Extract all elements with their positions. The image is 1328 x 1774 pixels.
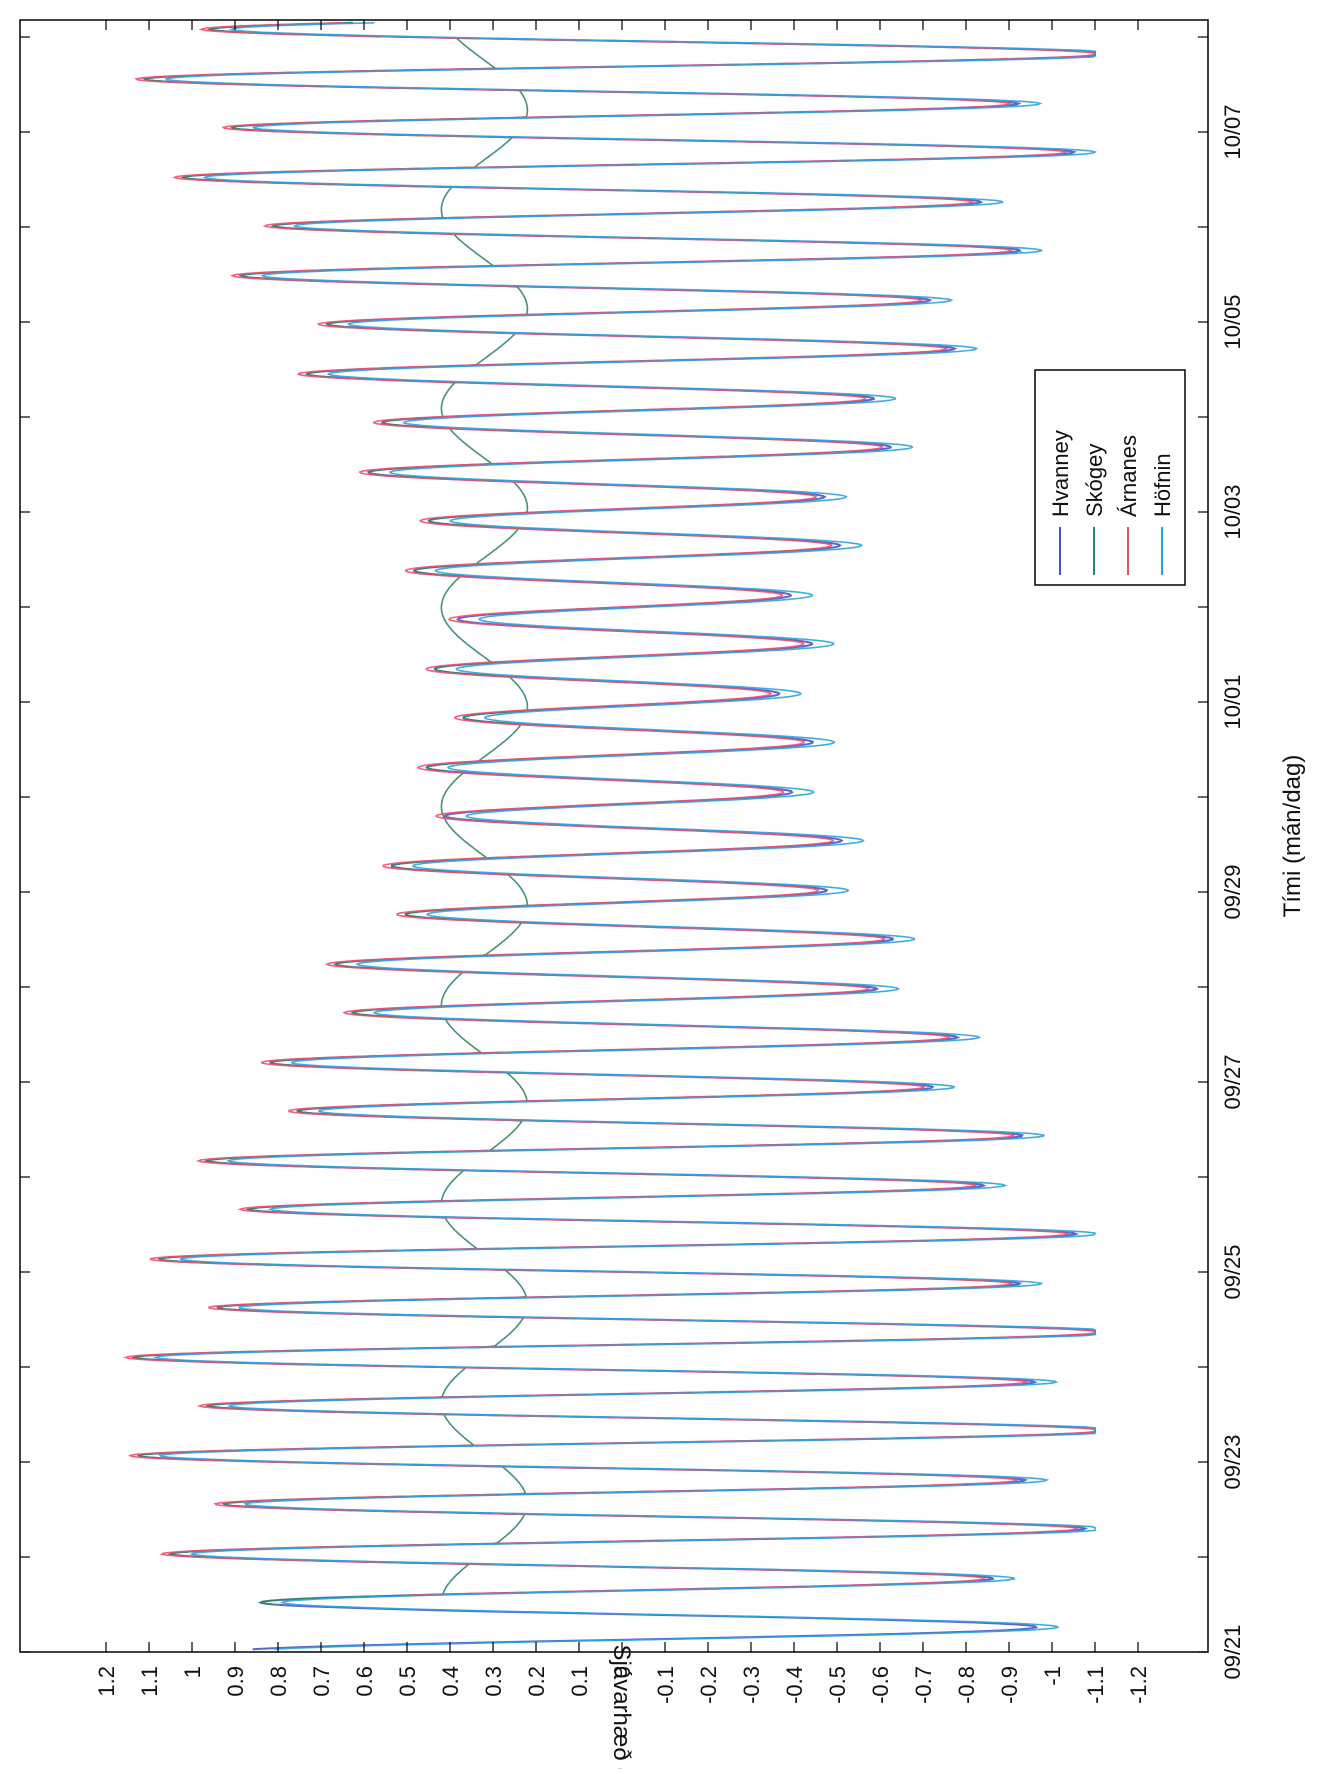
x-tick-label: 09/21 [1220,1624,1245,1679]
x-tick-label: 10/01 [1220,674,1245,729]
y-tick-label: 0.3 [481,1666,506,1697]
y-tick-label: 0.5 [395,1666,420,1697]
legend-label: Árnanes [1116,435,1141,517]
x-tick-label: 10/07 [1220,104,1245,159]
legend-label: Höfnin [1150,453,1175,517]
legend-label: Hvanney [1048,430,1073,517]
y-axis-ticks: 1.2 1.1 1 0.9 0.8 0.7 0.6 0.5 0.4 0.3 0.2 0.1 0 -0.1-… [94,20,1151,1704]
series-line-hvanney [130,21,1096,1651]
x-axis-ticks: 09/21 09/23 09/25 09/27 09/29 10/01 10/03 10/05… [20,36,1245,1680]
y-tick-label: -0.2 [696,1666,721,1704]
y-tick-label: 0.6 [352,1666,377,1697]
y-tick-label: 1 [180,1666,205,1678]
plot-frame [19,19,1209,1653]
y-tick-label: -1.2 [1126,1666,1151,1704]
y-tick-label: -0.4 [782,1666,807,1704]
y-tick-label: -0.3 [739,1666,764,1704]
y-tick-label: -1 [1040,1666,1065,1686]
y-tick-label: -0.6 [868,1666,893,1704]
x-tick-label: 10/03 [1220,484,1245,539]
y-tick-label: 0.1 [567,1666,592,1697]
y-tick-label: -0.7 [911,1666,936,1704]
legend: Hvanney Skógey Árnanes Höfnin [1034,369,1186,586]
y-tick-label: -0.5 [825,1666,850,1704]
y-tick-label: -0.9 [997,1666,1022,1704]
series-line-höfnin [153,22,1097,1650]
y-tick-label: -1.1 [1083,1666,1108,1704]
y-tick-label: 0.8 [266,1666,291,1697]
series-line-árnanes [122,22,1096,1596]
x-tick-label: 09/23 [1220,1434,1245,1489]
x-tick-label: 09/29 [1220,864,1245,919]
legend-label: Skógey [1082,444,1107,517]
x-tick-label: 09/27 [1220,1054,1245,1109]
x-tick-label: 10/05 [1220,294,1245,349]
series-layer [122,21,1097,1651]
y-tick-label: 0 [610,1666,635,1678]
x-tick-label: 09/25 [1220,1244,1245,1299]
y-tick-label: -0.1 [653,1666,678,1704]
x-axis-title: Tími (mán/dag) [1279,755,1306,918]
y-tick-label: 0.9 [223,1666,248,1697]
y-tick-label: -0.8 [954,1666,979,1704]
y-tick-label: 1.2 [94,1666,119,1697]
y-axis-title: Sjávarhæð (m y.s.) [608,1645,635,1769]
y-tick-label: 0.4 [438,1666,463,1697]
y-tick-label: 0.7 [309,1666,334,1697]
y-tick-label: 1.1 [137,1666,162,1697]
y-tick-label: 0.2 [524,1666,549,1697]
